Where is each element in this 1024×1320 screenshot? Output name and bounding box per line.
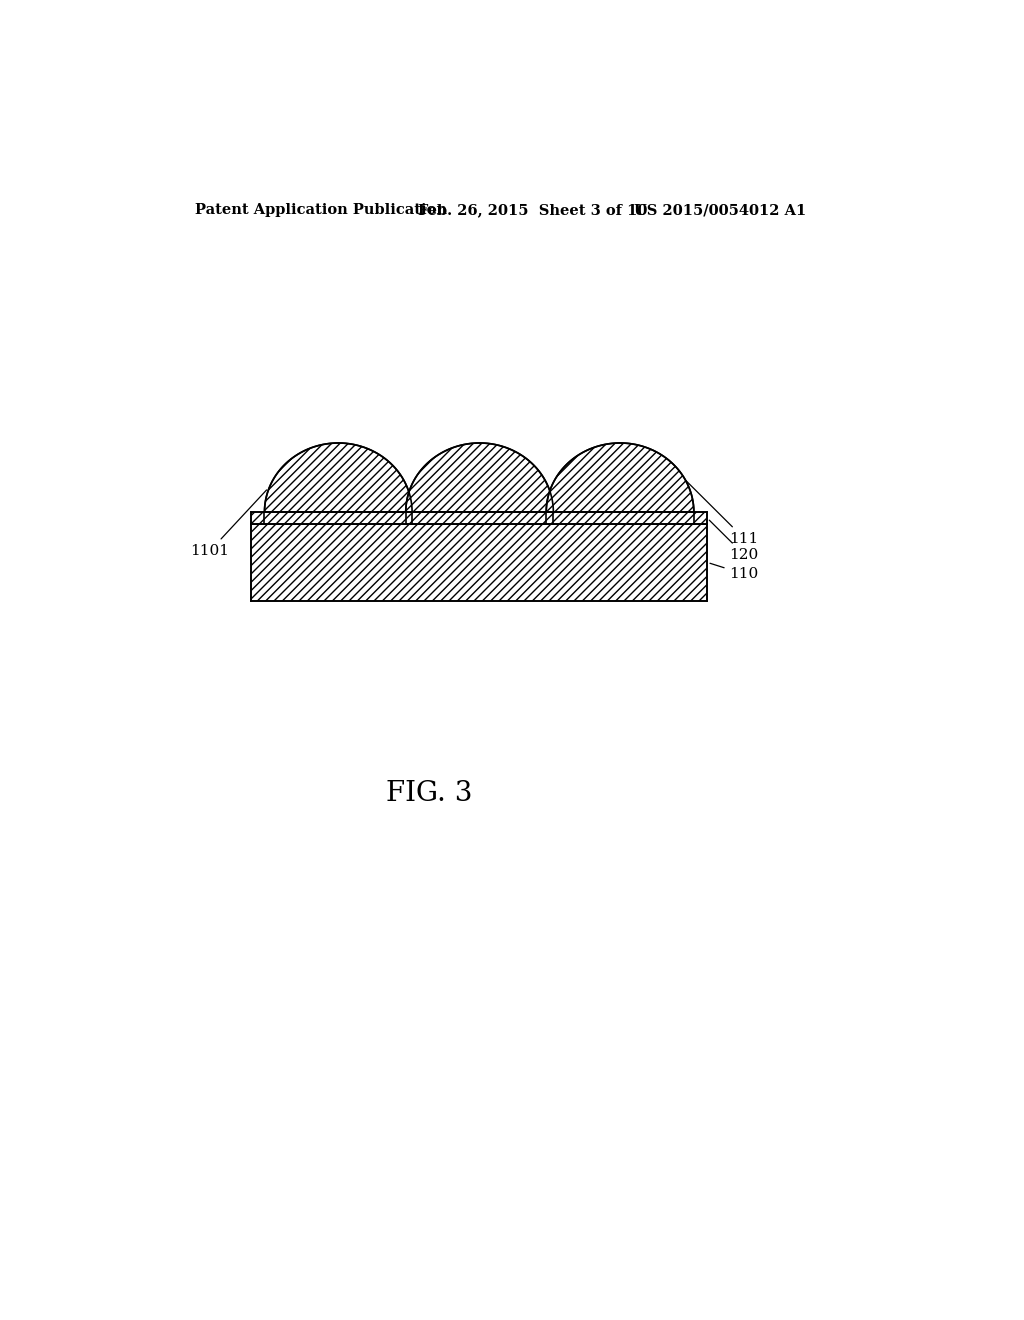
Polygon shape (406, 444, 553, 512)
Polygon shape (546, 444, 694, 512)
Bar (251, 512, 708, 524)
Polygon shape (264, 444, 412, 512)
Text: 120: 120 (710, 520, 759, 562)
Text: 110: 110 (710, 564, 759, 581)
Bar (251, 524, 708, 601)
Text: Patent Application Publication: Patent Application Publication (196, 203, 447, 216)
Text: 1101: 1101 (190, 490, 266, 558)
Text: FIG. 3: FIG. 3 (386, 780, 473, 807)
Text: US 2015/0054012 A1: US 2015/0054012 A1 (634, 203, 807, 216)
Text: 111: 111 (663, 458, 759, 545)
Text: Feb. 26, 2015  Sheet 3 of 10: Feb. 26, 2015 Sheet 3 of 10 (418, 203, 647, 216)
